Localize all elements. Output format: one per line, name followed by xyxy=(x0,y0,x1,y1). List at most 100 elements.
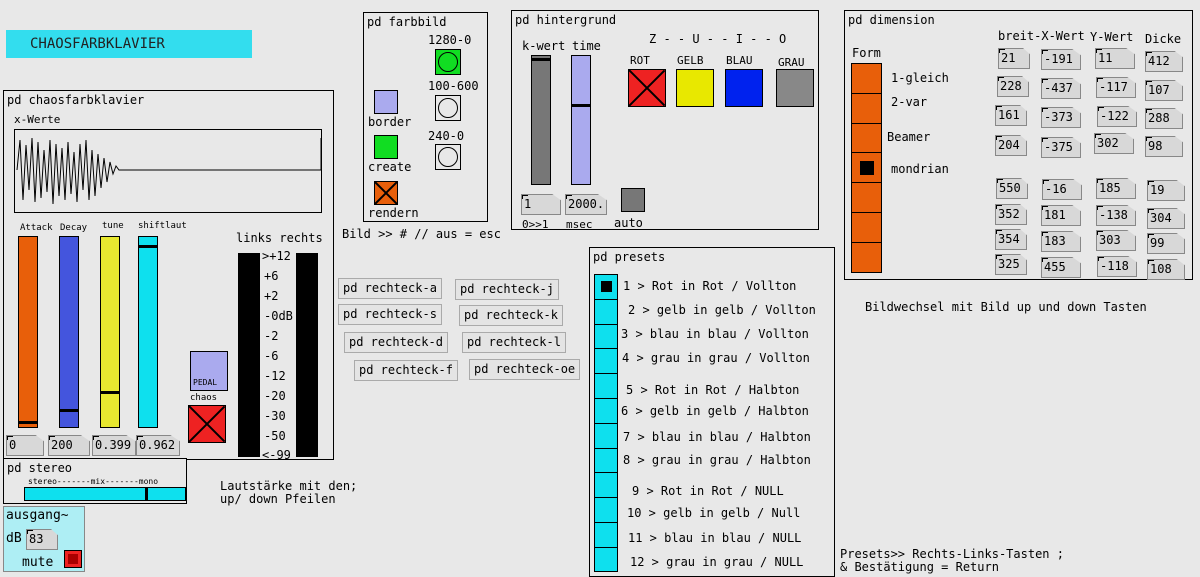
farbbild-title: pd farbbild xyxy=(367,15,447,29)
res-100-button[interactable] xyxy=(435,95,461,121)
tune-number[interactable]: 0.399 xyxy=(92,435,136,456)
vu-tick: -12 xyxy=(264,369,286,383)
radio-cell xyxy=(595,275,617,300)
dicke-number[interactable]: 304 xyxy=(1147,208,1185,229)
presets-radio[interactable] xyxy=(594,274,618,572)
ywert-number[interactable]: 11 xyxy=(1095,48,1135,69)
dimension-patch[interactable]: pd dimension Form 1-gleich 2-var Beamer … xyxy=(844,10,1193,280)
xwert-number[interactable]: 181 xyxy=(1041,205,1081,226)
db-number[interactable]: 83 xyxy=(26,529,58,550)
bang-circle xyxy=(438,147,458,167)
kwert-number[interactable]: 1 xyxy=(521,194,561,215)
rechteck-d[interactable]: pd rechteck-d xyxy=(344,332,448,353)
breit-number[interactable]: 228 xyxy=(997,76,1029,97)
xwert-number[interactable]: -375 xyxy=(1041,137,1081,158)
dicke-number[interactable]: 107 xyxy=(1145,80,1183,101)
farbbild-patch[interactable]: pd farbbild 1280-0 100-600 240-0 border … xyxy=(363,12,488,222)
presets-patch[interactable]: pd presets 1 > Rot in Rot / Vollton 2 > … xyxy=(589,247,835,577)
ausgang-title: ausgang~ xyxy=(6,508,69,523)
rechteck-k[interactable]: pd rechteck-k xyxy=(459,305,563,326)
rechteck-a[interactable]: pd rechteck-a xyxy=(338,278,442,299)
ywert-number[interactable]: -138 xyxy=(1096,205,1136,226)
breit-number[interactable]: 161 xyxy=(995,105,1027,126)
rechteck-f[interactable]: pd rechteck-f xyxy=(354,360,458,381)
res-1280-button[interactable] xyxy=(435,49,461,75)
zuio-label: Z - - U - - I - - O xyxy=(649,32,787,46)
breit-number[interactable]: 354 xyxy=(995,229,1027,250)
gelb-label: GELB xyxy=(677,54,704,67)
rechteck-l[interactable]: pd rechteck-l xyxy=(462,332,566,353)
chaosfarbklavier-patch[interactable]: pd chaosfarbklavier x-Werte Attack Decay… xyxy=(3,90,334,462)
dicke-number[interactable]: 98 xyxy=(1145,136,1183,157)
border-bang[interactable] xyxy=(374,90,398,114)
rot-toggle[interactable] xyxy=(628,69,666,107)
shiftlaut-number[interactable]: 0.962 xyxy=(136,435,180,456)
decay-number[interactable]: 200 xyxy=(48,435,90,456)
ywert-number[interactable]: 303 xyxy=(1096,230,1136,251)
rendern-toggle[interactable] xyxy=(374,181,398,205)
ywert-number[interactable]: 185 xyxy=(1096,178,1136,199)
time-number[interactable]: 2000. xyxy=(565,194,607,215)
xwert-number[interactable]: 455 xyxy=(1041,257,1081,278)
auto-label: auto xyxy=(614,216,643,230)
msec-label: msec xyxy=(566,218,593,231)
decay-slider[interactable] xyxy=(59,236,79,428)
rechteck-j[interactable]: pd rechteck-j xyxy=(455,279,559,300)
mute-toggle[interactable] xyxy=(64,550,82,568)
ywert-number[interactable]: -118 xyxy=(1097,256,1137,277)
auto-bang[interactable] xyxy=(621,188,645,212)
xwert-number[interactable]: -191 xyxy=(1041,49,1081,70)
xwert-number[interactable]: -437 xyxy=(1041,78,1081,99)
radio-cell xyxy=(595,374,617,399)
shiftlaut-slider[interactable] xyxy=(138,236,158,428)
tune-slider[interactable] xyxy=(100,236,120,428)
form-radio[interactable] xyxy=(851,63,882,273)
dicke-number[interactable]: 288 xyxy=(1145,108,1183,129)
chaos-toggle[interactable] xyxy=(188,405,226,443)
vu-tick: +6 xyxy=(264,269,279,283)
dicke-number[interactable]: 108 xyxy=(1147,259,1185,280)
breit-number[interactable]: 550 xyxy=(996,178,1028,199)
mute-label: mute xyxy=(22,555,54,570)
dicke-number[interactable]: 19 xyxy=(1147,180,1185,201)
breit-number[interactable]: 352 xyxy=(995,204,1027,225)
hint-line: Presets>> Rechts-Links-Tasten ; xyxy=(840,547,1064,561)
dicke-number[interactable]: 99 xyxy=(1147,233,1185,254)
tune-knob xyxy=(101,391,119,394)
time-knob xyxy=(572,104,590,107)
ywert-number[interactable]: -122 xyxy=(1097,106,1137,127)
time-slider[interactable] xyxy=(571,55,591,185)
rechteck-s[interactable]: pd rechteck-s xyxy=(338,304,442,325)
ywert-number[interactable]: -117 xyxy=(1096,77,1136,98)
stereo-knob xyxy=(145,488,148,500)
presets-title: pd presets xyxy=(593,250,666,264)
xwerte-array[interactable] xyxy=(14,129,322,213)
grau-toggle[interactable] xyxy=(776,69,814,107)
blau-toggle[interactable] xyxy=(725,69,763,107)
kwert-slider[interactable] xyxy=(531,55,551,185)
breit-header: breit-X-Wert xyxy=(998,29,1085,43)
xwert-number[interactable]: -16 xyxy=(1042,179,1082,200)
breit-number[interactable]: 204 xyxy=(995,135,1027,156)
pedal-button[interactable]: PEDAL xyxy=(190,351,228,391)
xwert-number[interactable]: 183 xyxy=(1041,231,1081,252)
breit-number[interactable]: 21 xyxy=(998,48,1030,69)
gelb-toggle[interactable] xyxy=(676,69,714,107)
xwert-number[interactable]: -373 xyxy=(1041,107,1081,128)
mute-indicator xyxy=(68,554,78,564)
ausgang-patch[interactable]: ausgang~ dB 83 mute xyxy=(3,506,85,572)
ywert-number[interactable]: 302 xyxy=(1094,133,1134,154)
create-bang[interactable] xyxy=(374,135,398,159)
attack-slider[interactable] xyxy=(18,236,38,428)
stereo-slider[interactable] xyxy=(24,487,186,501)
res-240-button[interactable] xyxy=(435,144,461,170)
breit-number[interactable]: 325 xyxy=(995,254,1027,275)
hintergrund-patch[interactable]: pd hintergrund k-wert time 1 2000. 0>>1 … xyxy=(511,10,819,231)
stereo-patch[interactable]: pd stereo stereo-------mix-------mono xyxy=(3,458,187,504)
attack-number[interactable]: 0 xyxy=(6,435,44,456)
rechteck-oe[interactable]: pd rechteck-oe xyxy=(469,359,581,380)
vu-tick: -20 xyxy=(264,389,286,403)
radio-cell xyxy=(595,548,617,572)
radio-cell xyxy=(595,300,617,325)
dicke-number[interactable]: 412 xyxy=(1145,51,1183,72)
